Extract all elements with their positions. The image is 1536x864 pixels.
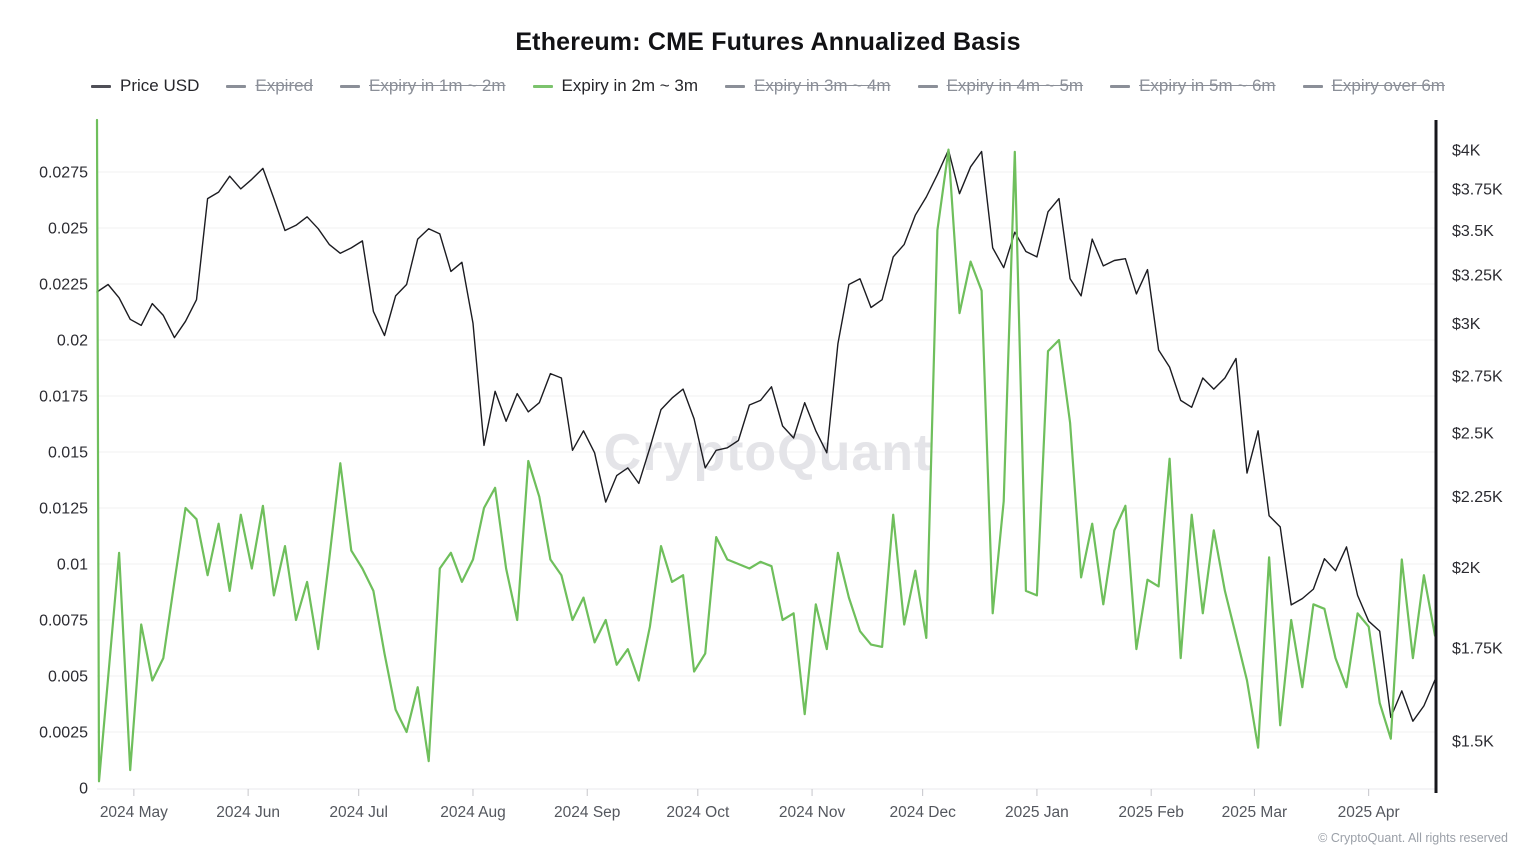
legend-dash-icon [725, 84, 746, 88]
legend-dash-icon [1302, 84, 1323, 88]
legend-item-expiry-in-1m-2m[interactable]: Expiry in 1m ~ 2m [340, 76, 506, 96]
legend-item-label: Expiry in 1m ~ 2m [369, 76, 506, 95]
x-axis-tick-label: 2024 Jun [216, 804, 280, 821]
right-axis-tick-label: $2.5K [1452, 426, 1494, 443]
left-axis-tick-label: 0 [79, 781, 88, 798]
x-axis-tick-label: 2025 Apr [1338, 804, 1400, 821]
x-axis-tick-label: 2024 Oct [666, 804, 730, 821]
legend: Price USD Expired Expiry in 1m ~ 2m Expiry … [0, 76, 1536, 96]
x-axis-tick-label: 2025 Feb [1118, 804, 1184, 821]
legend-dash-icon [226, 84, 247, 88]
right-axis-tick-label: $3.75K [1452, 181, 1503, 198]
legend-item-expiry-over-6m[interactable]: Expiry over 6m [1302, 76, 1445, 96]
legend-item-expiry-in-2m-3m[interactable]: Expiry in 2m ~ 3m [532, 76, 699, 96]
left-axis-tick-label: 0.0175 [39, 389, 88, 406]
right-axis-tick-label: $2K [1452, 560, 1481, 577]
left-axis-tick-label: 0.0025 [39, 725, 88, 742]
right-axis-tick-label: $3.5K [1452, 223, 1494, 240]
x-axis-tick-label: 2024 Dec [889, 804, 956, 821]
right-axis-tick-label: $3.25K [1452, 268, 1503, 285]
legend-item-label: Expiry over 6m [1331, 76, 1445, 95]
right-axis-tick-label: $1.5K [1452, 734, 1494, 751]
legend-item-expiry-in-3m-4m[interactable]: Expiry in 3m ~ 4m [725, 76, 891, 96]
legend-dash-icon [917, 84, 938, 88]
legend-item-label: Expiry in 3m ~ 4m [754, 76, 891, 95]
x-axis-tick-label: 2024 Sep [554, 804, 620, 821]
legend-item-label: Expiry in 5m ~ 6m [1139, 76, 1276, 95]
x-axis-tick-label: 2024 Nov [779, 804, 846, 821]
legend-item-label: Expired [255, 76, 314, 95]
legend-item-expired[interactable]: Expired [226, 76, 313, 96]
left-axis-tick-label: 0.015 [48, 445, 88, 462]
basis-line[interactable] [95, 118, 1437, 783]
right-axis-tick-label: $1.75K [1452, 641, 1503, 658]
legend-item-label: Expiry in 4m ~ 5m [946, 76, 1084, 95]
x-axis-tick-label: 2024 May [100, 804, 168, 821]
x-axis-tick-label: 2025 Mar [1222, 804, 1287, 821]
x-axis-tick-label: 2024 Jul [329, 804, 388, 821]
legend-dash-icon [1110, 84, 1131, 88]
legend-item-label: Price USD [120, 76, 200, 95]
legend-dash-icon [340, 84, 361, 88]
left-axis-tick-label: 0.01 [57, 557, 88, 574]
legend-item-expiry-in-5m-6m[interactable]: Expiry in 5m ~ 6m [1110, 76, 1276, 96]
x-axis-tick-label: 2024 Aug [440, 804, 506, 821]
legend-item-price-usd[interactable]: Price USD [91, 76, 199, 96]
x-axis-tick-label: 2025 Jan [1005, 804, 1069, 821]
copyright-text: © CryptoQuant. All rights reserved [1318, 831, 1508, 845]
left-axis-tick-label: 0.0125 [39, 501, 88, 518]
legend-item-label: Expiry in 2m ~ 3m [561, 76, 699, 95]
left-axis-tick-label: 0.0275 [39, 165, 88, 182]
watermark-text: CryptoQuant [604, 424, 933, 482]
right-axis-tick-label: $2.75K [1452, 368, 1503, 385]
legend-item-expiry-in-4m-5m[interactable]: Expiry in 4m ~ 5m [917, 76, 1084, 96]
left-axis-tick-label: 0.0225 [39, 277, 88, 294]
chart-title: Ethereum: CME Futures Annualized Basis [515, 28, 1021, 56]
left-axis-tick-label: 0.005 [48, 669, 88, 686]
left-axis-tick-label: 0.0075 [39, 613, 88, 630]
legend-dash-icon [532, 84, 553, 88]
left-axis-tick-label: 0.025 [48, 221, 88, 238]
price-line[interactable] [96, 149, 1436, 722]
legend-dash-icon [91, 84, 112, 88]
left-axis-tick-label: 0.02 [57, 333, 88, 350]
right-axis-tick-label: $2.25K [1452, 489, 1503, 506]
right-axis-tick-label: $4K [1452, 143, 1481, 160]
right-axis-tick-label: $3K [1452, 316, 1481, 333]
